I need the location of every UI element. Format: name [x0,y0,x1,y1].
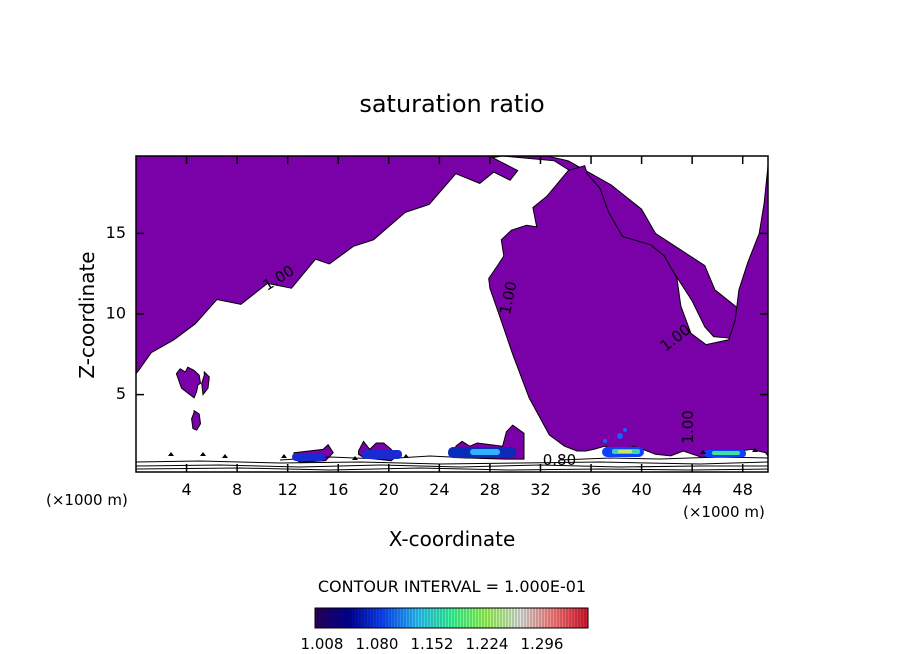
marker [752,448,758,452]
x-tick-label: 32 [530,480,550,499]
supersaturated-region [488,165,768,459]
y-axis-ticks: 5 10 15 [106,223,768,403]
colorbar-tick-label: 1.080 [356,635,399,653]
colorbar [314,607,589,629]
x-tick-label: 20 [379,480,399,499]
shade-blob [618,450,632,453]
chart-title: saturation ratio [359,90,544,118]
small-markers [168,448,758,460]
y-tick-label: 10 [106,304,126,323]
contour-label: 0.80 [543,451,576,469]
x-tick-label: 16 [328,480,348,499]
x-tick-label: 8 [232,480,242,499]
shade-blob [362,450,402,459]
shade-blob [292,453,325,461]
x-unit-left: (×1000 m) [46,491,128,509]
x-tick-label: 44 [682,480,702,499]
y-tick-label: 15 [106,223,126,242]
shade-blob [617,433,623,439]
shade-blob [603,439,607,443]
surface-contour-line [559,456,768,461]
supersaturated-region [136,156,768,375]
colorbar-title: CONTOUR INTERVAL = 1.000E-01 [318,577,586,596]
x-tick-label: 12 [278,480,298,499]
marker [700,450,706,454]
x-tick-label: 36 [581,480,601,499]
marker [352,456,358,460]
colorbar-stripes [317,608,586,628]
supersaturated-region [175,366,202,399]
supersaturated-region [201,370,210,396]
marker [403,454,409,458]
marker [200,452,206,456]
colorbar-tick-label: 1.224 [466,635,509,653]
colorbar-tick-label: 1.152 [411,635,454,653]
x-tick-label: 48 [733,480,753,499]
x-tick-label: 28 [480,480,500,499]
marker [168,452,174,456]
y-tick-label: 5 [116,384,126,403]
colorbar-tick-label: 1.008 [301,635,344,653]
x-axis-ticks: 4 8 12 16 20 24 28 32 36 40 44 48 [181,156,753,499]
plot-area: 1.001.001.001.000.80 [136,156,768,471]
supersaturated-region [191,409,202,431]
surface-contour-line [136,464,768,468]
shade-blob [623,428,627,432]
shade-blob [470,449,500,455]
supersaturation-shading [292,428,746,461]
contour-label: 1.00 [679,410,697,443]
marker [222,454,228,458]
marker [281,454,287,458]
x-tick-label: 24 [429,480,449,499]
x-unit-right: (×1000 m) [683,503,765,521]
x-axis-label: X-coordinate [389,527,516,551]
x-tick-label: 4 [181,480,191,499]
surface-contour-line [136,460,768,465]
surface-contour-line [136,467,768,471]
shade-blob [712,451,740,455]
colorbar-tick-labels: 1.008 1.080 1.152 1.224 1.296 [301,635,564,653]
supersaturated-regions [136,156,768,463]
y-axis-label: Z-coordinate [75,251,99,378]
colorbar-tick-label: 1.296 [521,635,564,653]
surface-contours [136,455,768,471]
x-tick-label: 40 [631,480,651,499]
